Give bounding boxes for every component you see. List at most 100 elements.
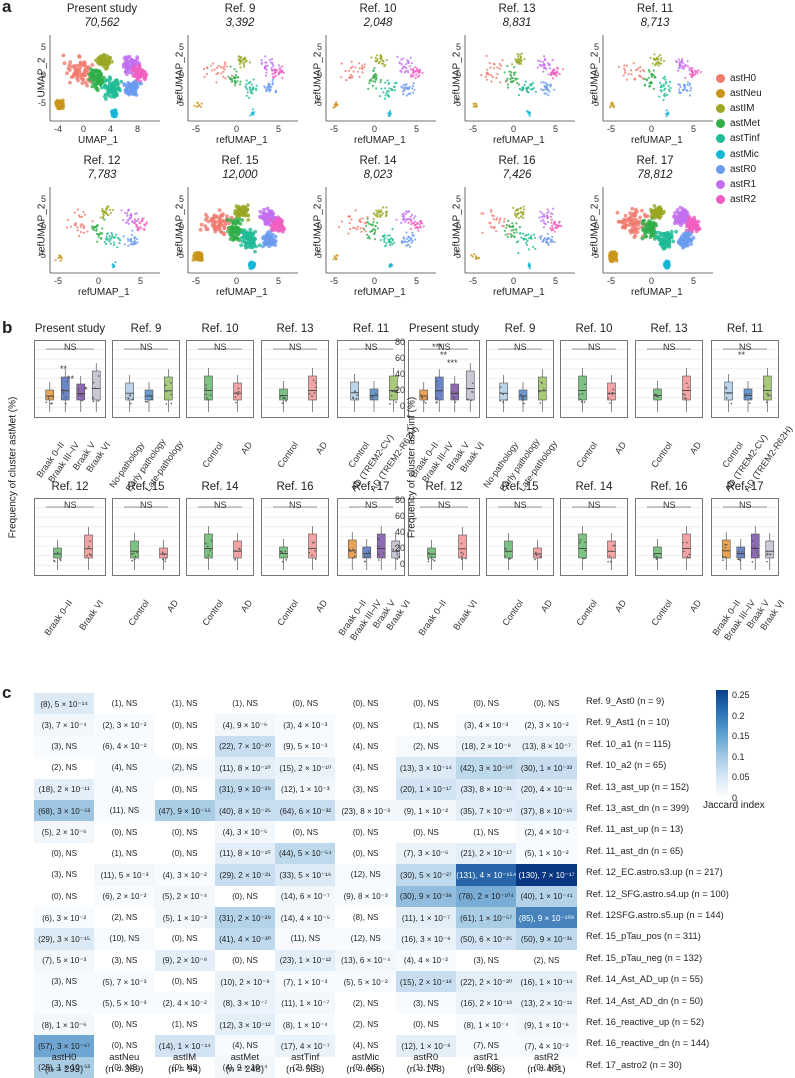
boxplot-point bbox=[92, 381, 95, 384]
umap-point bbox=[683, 86, 686, 89]
boxplot-point bbox=[655, 555, 657, 558]
umap-point bbox=[475, 104, 479, 107]
umap-point bbox=[265, 68, 268, 71]
umap-point bbox=[517, 55, 520, 58]
umap-point bbox=[522, 238, 525, 241]
boxplot-point bbox=[281, 402, 284, 404]
umap-point bbox=[233, 68, 236, 71]
umap-point bbox=[506, 64, 509, 68]
heatmap-column-label: astR2 (n = 401) bbox=[516, 1052, 576, 1076]
umap-point bbox=[266, 213, 271, 217]
legend-item: astMet bbox=[716, 116, 762, 131]
umap-point bbox=[356, 70, 360, 73]
umap-x-tick: 0 bbox=[372, 276, 378, 286]
boxplot-point bbox=[78, 394, 80, 396]
umap-point bbox=[335, 258, 338, 261]
umap-x-tick: -5 bbox=[469, 276, 478, 286]
umap-point bbox=[347, 215, 350, 218]
umap-point bbox=[375, 87, 378, 90]
umap-point bbox=[217, 208, 222, 213]
heatmap-row: (2), NS (4), NS (2), NS (11), 8 × 10⁻¹⁰ (15)… bbox=[34, 757, 577, 779]
umap-point bbox=[130, 233, 133, 237]
umap-point bbox=[648, 70, 651, 73]
umap-point bbox=[240, 218, 245, 222]
heatmap-cell: (2), NS bbox=[395, 735, 457, 758]
umap-point bbox=[125, 72, 129, 77]
umap-point bbox=[278, 72, 281, 75]
sig-label: NS bbox=[588, 342, 601, 352]
umap-point bbox=[374, 225, 377, 228]
boxplot-point bbox=[395, 401, 397, 403]
umap-point bbox=[107, 84, 112, 89]
legend-item: astR0 bbox=[716, 162, 762, 177]
heatmap-cell: (2), NS bbox=[94, 906, 155, 929]
umap-point bbox=[265, 89, 268, 93]
umap-point bbox=[666, 112, 669, 115]
colorbar-tick: 0.05 bbox=[732, 772, 750, 782]
umap-point bbox=[520, 52, 523, 55]
umap-point bbox=[644, 223, 648, 227]
umap-point bbox=[615, 210, 620, 215]
umap-point bbox=[242, 212, 247, 217]
boxplot-point bbox=[144, 400, 147, 403]
umap-point bbox=[124, 211, 127, 214]
umap-point bbox=[109, 242, 112, 245]
umap-point bbox=[504, 233, 507, 236]
heatmap-cell: (5), 5 × 10⁻² bbox=[335, 971, 396, 993]
heatmap-cell: (23), 1 × 10⁻¹² bbox=[275, 949, 336, 972]
heatmap-column-label: astR1 (n = 536) bbox=[456, 1052, 516, 1076]
heatmap-cell: (2), NS bbox=[154, 757, 215, 779]
boxplot-point bbox=[170, 393, 173, 396]
umap-point bbox=[138, 225, 142, 228]
umap-point bbox=[506, 235, 509, 238]
umap-point bbox=[545, 92, 548, 95]
umap-point bbox=[540, 88, 543, 91]
umap-point bbox=[688, 68, 691, 72]
boxplot-left_bottom-1 bbox=[112, 498, 180, 576]
boxplot-point bbox=[64, 402, 67, 405]
umap-point bbox=[267, 83, 270, 86]
umap-point bbox=[531, 87, 534, 91]
heatmap-cell: (0), NS bbox=[335, 714, 396, 736]
boxplot-point bbox=[499, 386, 502, 388]
umap-point bbox=[384, 87, 387, 90]
boxplot-point bbox=[766, 392, 769, 395]
umap-point bbox=[244, 241, 249, 245]
umap-point bbox=[402, 93, 405, 96]
umap-point bbox=[340, 76, 343, 79]
umap-point bbox=[239, 60, 242, 63]
umap-point bbox=[551, 58, 554, 61]
umap-point bbox=[375, 76, 378, 79]
heatmap-cell: (16), 2 × 10⁻¹³ bbox=[456, 992, 517, 1014]
umap-title-0: Present study 70,562 bbox=[32, 2, 172, 30]
heatmap-cell: (29), 3 × 10⁻¹⁵ bbox=[34, 928, 95, 950]
umap-point bbox=[657, 64, 660, 67]
boxplot-point bbox=[237, 390, 240, 393]
boxplot-point bbox=[427, 560, 430, 563]
boxplot-point bbox=[66, 380, 68, 383]
umap-point bbox=[119, 79, 124, 84]
umap-point bbox=[682, 66, 686, 69]
umap-point bbox=[502, 225, 505, 228]
umap-point bbox=[223, 65, 226, 68]
umap-point bbox=[552, 73, 555, 76]
umap-point bbox=[332, 258, 335, 261]
boxplot-box bbox=[458, 534, 467, 559]
umap-x-tick: 0 bbox=[511, 276, 517, 286]
umap-point bbox=[250, 235, 255, 240]
umap-point bbox=[657, 230, 661, 235]
umap-point bbox=[415, 73, 418, 76]
umap-point bbox=[248, 86, 251, 89]
boxplot-point bbox=[504, 555, 507, 557]
umap-x-label: refUMAP_1 bbox=[493, 287, 545, 298]
heatmap-cell: (30), 9 × 10⁻³⁸ bbox=[395, 885, 457, 907]
umap-point bbox=[666, 93, 669, 97]
umap-point bbox=[356, 225, 360, 228]
umap-point bbox=[264, 236, 268, 241]
umap-point bbox=[640, 236, 645, 241]
umap-point bbox=[87, 77, 92, 82]
boxplot-point bbox=[97, 400, 100, 402]
umap-point bbox=[558, 220, 561, 223]
umap-point bbox=[112, 241, 116, 244]
boxplot-point bbox=[452, 396, 454, 398]
